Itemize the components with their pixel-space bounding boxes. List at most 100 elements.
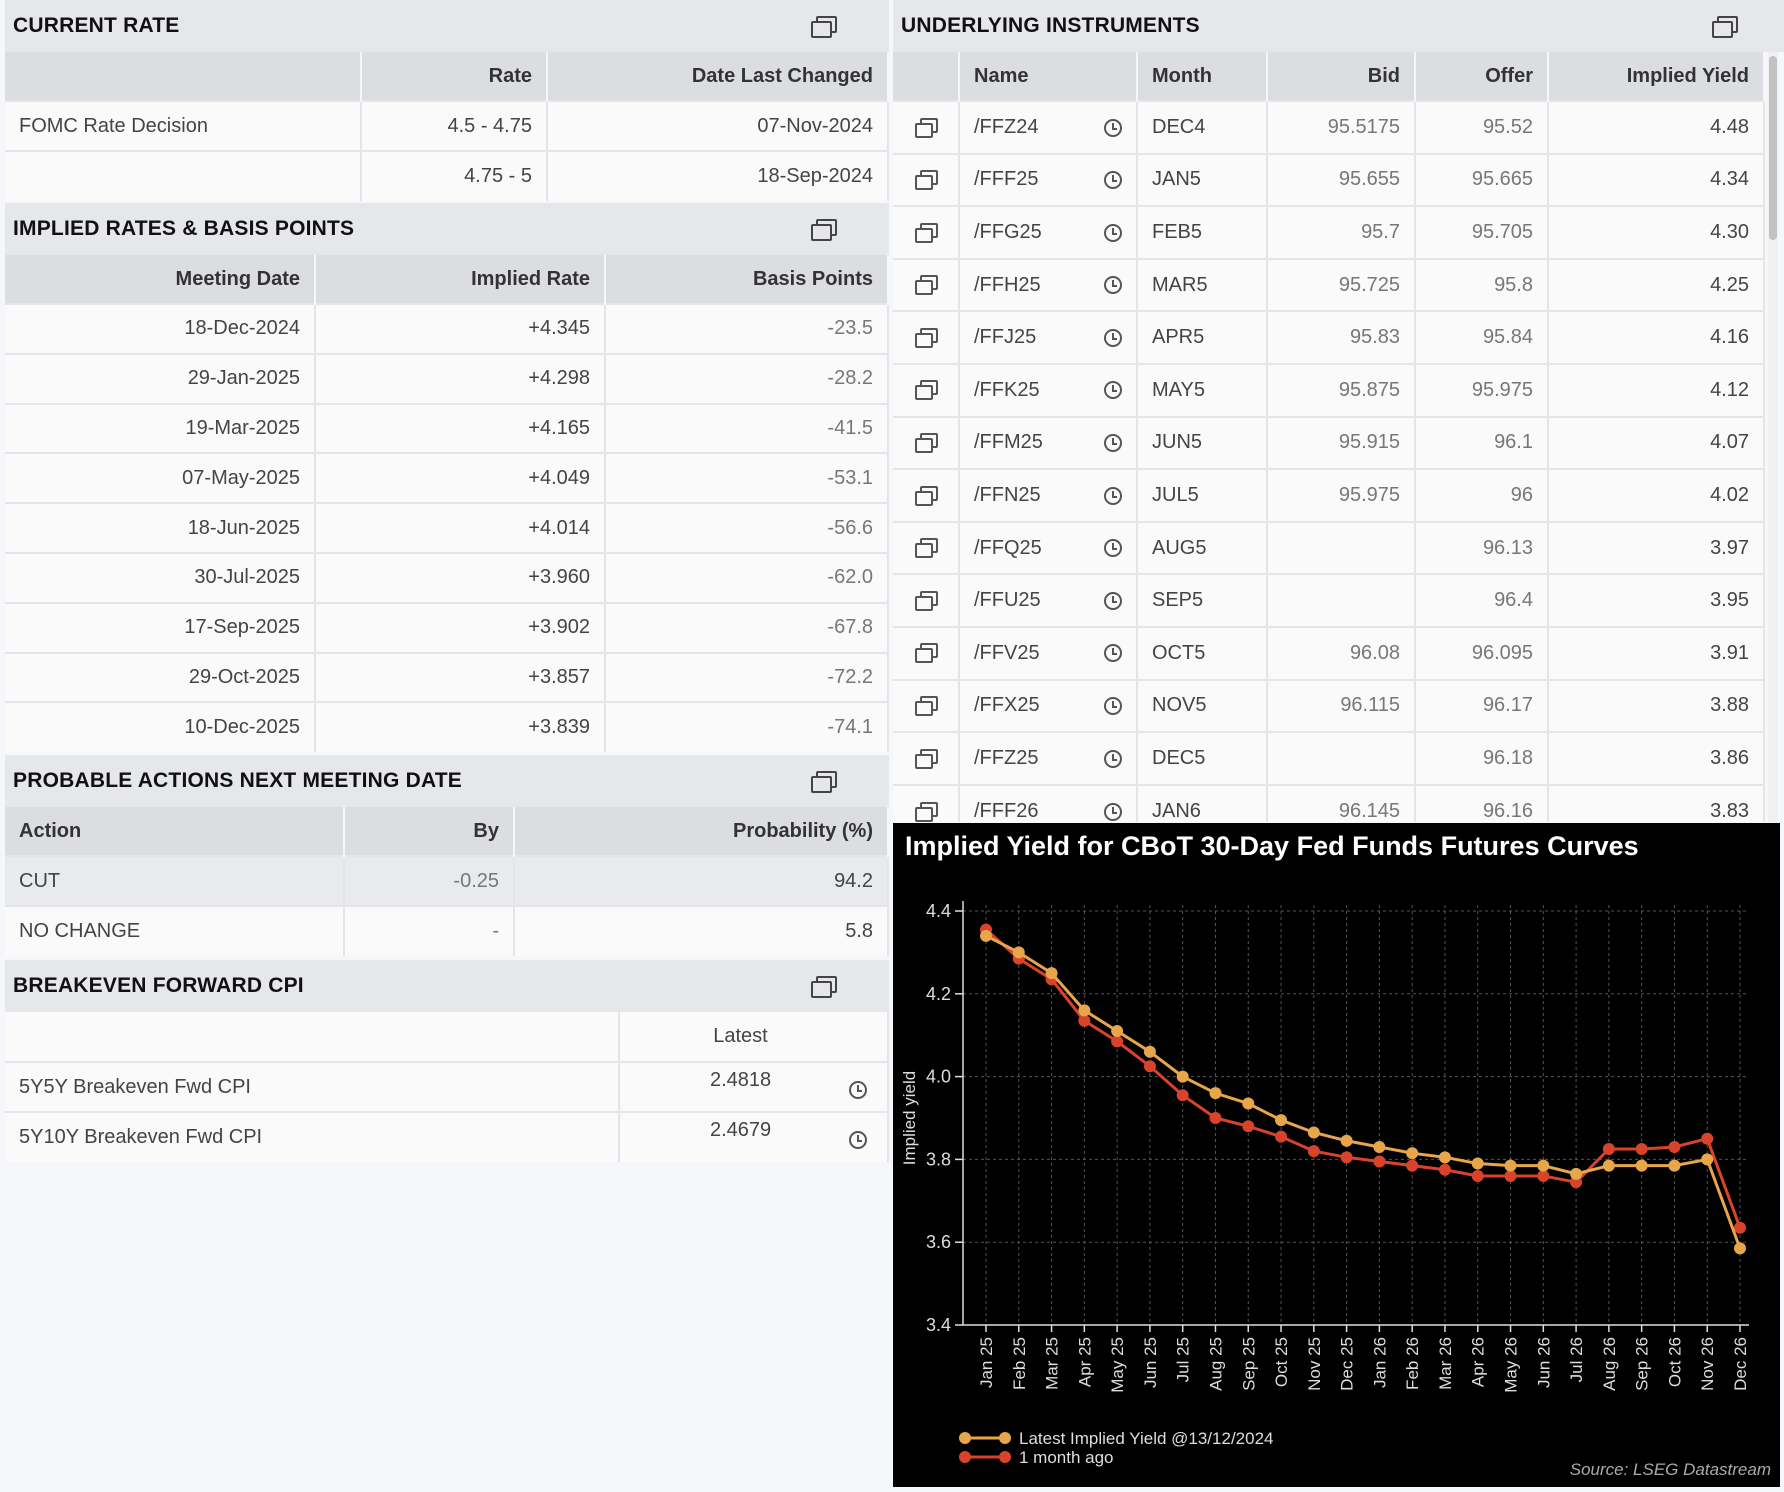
popout-icon[interactable] [1712,15,1738,38]
clock-icon[interactable] [849,1131,867,1149]
column-header[interactable]: Action [5,807,345,856]
popout-icon[interactable] [811,218,837,241]
data-point [1275,1130,1288,1143]
scrollbar[interactable] [1768,52,1778,822]
popout-icon[interactable] [914,380,938,401]
table-row[interactable]: /FFZ25 DEC5 96.18 3.86 [893,731,1765,785]
popout-icon[interactable] [811,975,837,998]
instrument-name[interactable]: /FFN25 [959,468,1089,522]
clock-cell [1089,362,1138,417]
column-header[interactable]: Probability (%) [514,807,889,856]
current-rate-header: CURRENT RATE [5,0,889,52]
clock-icon[interactable] [1103,539,1122,558]
popout-icon[interactable] [914,643,938,664]
data-point [1012,946,1025,959]
popout-icon[interactable] [914,117,938,138]
clock-icon[interactable] [1103,118,1122,137]
column-header[interactable]: Implied Yield [1548,52,1765,101]
instrument-name[interactable]: /FFQ25 [959,520,1089,575]
popout-icon[interactable] [914,748,938,769]
instrument-name[interactable]: /FFX25 [959,678,1089,733]
column-header[interactable]: Rate [361,52,548,101]
popout-icon[interactable] [914,696,938,717]
column-header[interactable]: Month [1137,52,1268,101]
action-by: - [344,905,515,956]
popout-icon[interactable] [914,538,938,559]
column-header[interactable]: Offer [1415,52,1549,101]
popout-icon[interactable] [811,770,837,793]
clock-icon[interactable] [1103,644,1122,663]
clock-icon[interactable] [1103,223,1122,242]
instrument-name[interactable]: /FFM25 [959,415,1089,470]
clock-icon[interactable] [1103,749,1122,768]
instrument-name[interactable]: /FFZ25 [959,731,1089,785]
column-header[interactable]: Meeting Date [5,255,316,304]
instrument-name[interactable]: /FFV25 [959,625,1089,680]
column-header[interactable]: Latest [619,1012,889,1062]
table-row[interactable]: /FFX25 NOV5 96.115 96.17 3.88 [893,678,1765,733]
clock-icon[interactable] [1103,434,1122,453]
clock-icon[interactable] [849,1081,867,1099]
table-row[interactable]: /FFH25 MAR5 95.725 95.8 4.25 [893,257,1765,312]
scrollbar-thumb[interactable] [1769,56,1777,240]
popout-icon[interactable] [914,222,938,243]
table-row[interactable]: /FFV25 OCT5 96.08 96.095 3.91 [893,625,1765,680]
table-row: 29-Jan-2025 +4.298 -28.2 [5,352,889,404]
clock-icon[interactable] [1103,276,1122,295]
column-header[interactable]: Bid [1267,52,1416,101]
clock-icon[interactable] [1103,802,1122,821]
column-header[interactable]: Name [959,52,1089,101]
popout-icon[interactable] [914,801,938,822]
instrument-name[interactable]: /FFF25 [959,152,1089,207]
popout-icon[interactable] [914,275,938,296]
popout-icon[interactable] [914,433,938,454]
instrument-name[interactable]: /FFU25 [959,573,1089,627]
instrument-name[interactable]: /FFG25 [959,205,1089,259]
clock-icon[interactable] [1103,171,1122,190]
instrument-implied-yield: 4.30 [1548,205,1765,259]
table-row[interactable]: /FFZ24 DEC4 95.5175 95.52 4.48 [893,100,1765,154]
popout-cell [893,468,960,522]
popout-icon[interactable] [914,485,938,506]
table-row[interactable]: /FFQ25 AUG5 96.13 3.97 [893,520,1765,575]
instrument-name[interactable]: /FFJ25 [959,310,1089,364]
table-row[interactable]: /FFF26 JAN6 96.145 96.16 3.83 [893,783,1765,822]
column-header[interactable]: Implied Rate [315,255,606,304]
table-row[interactable]: /FFN25 JUL5 95.975 96 4.02 [893,468,1765,522]
table-row[interactable]: /FFK25 MAY5 95.875 95.975 4.12 [893,362,1765,417]
y-tick-label: 3.6 [926,1232,951,1252]
instrument-month: JUL5 [1137,468,1268,522]
meeting-date: 10-Dec-2025 [5,701,316,753]
instrument-name[interactable]: /FFK25 [959,362,1089,417]
popout-icon[interactable] [914,590,938,611]
x-tick-label: Jul 25 [1174,1337,1193,1382]
clock-icon[interactable] [1103,486,1122,505]
clock-icon[interactable] [1103,697,1122,716]
data-point [1242,1120,1255,1133]
column-header[interactable]: Date Last Changed [547,52,889,101]
instrument-month: FEB5 [1137,205,1268,259]
popout-icon[interactable] [811,15,837,38]
clock-icon[interactable] [1103,381,1122,400]
table-row[interactable]: /FFG25 FEB5 95.7 95.705 4.30 [893,205,1765,259]
table-row[interactable]: /FFF25 JAN5 95.655 95.665 4.34 [893,152,1765,207]
table-row[interactable]: /FFM25 JUN5 95.915 96.1 4.07 [893,415,1765,470]
popout-icon[interactable] [914,327,938,348]
table-row[interactable]: /FFJ25 APR5 95.83 95.84 4.16 [893,310,1765,364]
popout-icon[interactable] [914,170,938,191]
clock-cell [1089,310,1138,364]
clock-icon[interactable] [1103,328,1122,347]
clock-icon[interactable] [1103,591,1122,610]
instrument-name[interactable]: /FFH25 [959,257,1089,312]
table-row[interactable]: /FFU25 SEP5 96.4 3.95 [893,573,1765,627]
instrument-name[interactable]: /FFF26 [959,783,1089,822]
instrument-month: AUG5 [1137,520,1268,575]
column-header[interactable] [5,52,362,101]
column-header[interactable]: By [344,807,515,856]
data-point [1734,1242,1746,1255]
cpi-cell: 2.4818 [619,1061,889,1112]
column-header[interactable]: Basis Points [605,255,889,304]
instrument-name[interactable]: /FFZ24 [959,100,1089,154]
instrument-month: SEP5 [1137,573,1268,627]
instrument-implied-yield: 3.86 [1548,731,1765,785]
